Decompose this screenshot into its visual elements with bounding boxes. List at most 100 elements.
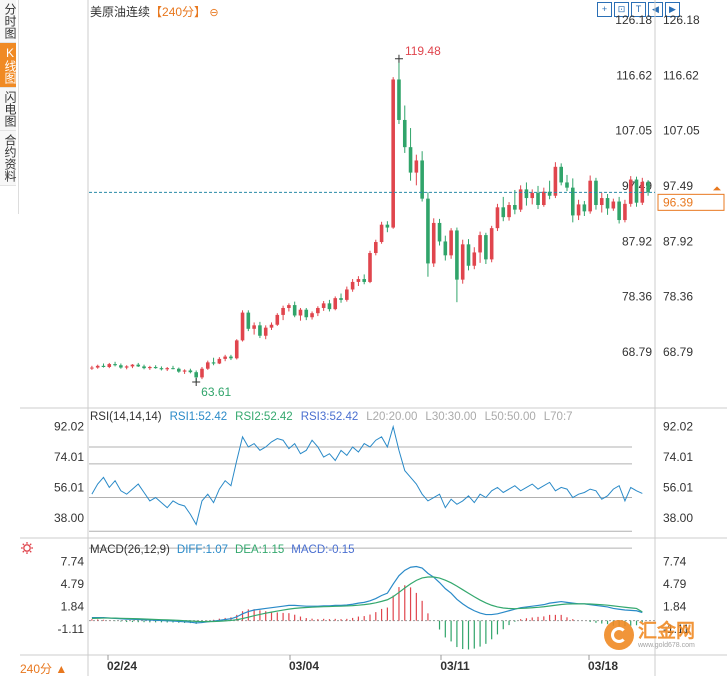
candle-body	[501, 207, 506, 218]
candle-body	[397, 79, 401, 120]
candle-body	[582, 204, 587, 212]
rsi-header-text: RSI2:52.42	[235, 411, 293, 423]
candle-body	[570, 187, 575, 216]
zoom-in-icon[interactable]: +	[597, 2, 612, 17]
candle-body	[229, 356, 233, 359]
candle-body	[292, 305, 297, 316]
rsi-tick-left: 56.01	[54, 480, 84, 494]
tab-contract-info[interactable]: 合约资料	[0, 131, 17, 186]
candle-body	[211, 362, 216, 364]
candle-body	[327, 303, 332, 310]
candle-body	[507, 205, 511, 218]
macd-tick-right: 4.79	[663, 577, 687, 591]
tab-time-sharing[interactable]: 分时图	[0, 0, 17, 43]
candle-body	[217, 358, 222, 364]
price-tick-right: 116.62	[663, 68, 699, 82]
candle-body	[426, 198, 430, 264]
macd-tick-left: 1.84	[61, 600, 85, 614]
text-icon[interactable]: T	[631, 2, 646, 17]
macd-tick-left: 7.74	[61, 555, 85, 569]
rsi-line	[91, 424, 643, 526]
x-axis-label: 03/18	[588, 659, 618, 673]
candle-body	[177, 368, 181, 372]
logo-brand: 汇金网	[638, 620, 696, 642]
candle-body	[640, 181, 645, 203]
candle-body	[269, 324, 274, 328]
candle-body	[275, 314, 280, 325]
candle-body	[148, 366, 152, 369]
candle-body	[484, 235, 488, 260]
candle-body	[107, 364, 112, 367]
logo-site: www.gold678.com	[638, 641, 695, 649]
instrument-name: 美原油连续	[90, 5, 151, 19]
candle-body	[333, 298, 338, 310]
candle-body	[431, 222, 436, 264]
price-tick-left: 116.62	[616, 68, 652, 82]
candle-body	[373, 242, 378, 254]
candle-body	[142, 366, 146, 369]
min-marker-icon	[192, 377, 201, 386]
candle-body	[565, 182, 569, 188]
x-axis-label: 03/11	[440, 659, 470, 673]
chart-title: 美原油连续【240分】 ⊖	[90, 3, 219, 20]
max-marker-icon	[394, 54, 403, 63]
rsi-tick-left: 38.00	[54, 511, 84, 525]
candle-body	[165, 368, 170, 370]
settings-icon-tooth	[29, 550, 32, 553]
price-arrow-icon	[713, 186, 721, 191]
price-tick-left: 78.36	[622, 290, 652, 304]
candle-body	[182, 370, 187, 372]
macd-header-text: DIFF:1.07	[177, 544, 228, 556]
macd-tick-right: -1.11	[663, 622, 690, 636]
settings-icon-ring	[23, 544, 31, 552]
candle-body	[542, 191, 546, 206]
candle-body	[402, 119, 407, 148]
logo-icon	[604, 620, 634, 650]
price-tick-right: 68.79	[663, 345, 693, 359]
fit-icon[interactable]: ⊡	[614, 2, 629, 17]
candle-body	[362, 279, 367, 282]
price-tick-right: 78.36	[663, 290, 693, 304]
rsi-tick-right: 38.00	[663, 511, 693, 525]
refresh-icon[interactable]: ⊖	[209, 7, 219, 19]
candle-body	[252, 325, 256, 329]
macd-header-text: DEA:1.15	[235, 544, 284, 556]
candle-body	[379, 224, 384, 243]
rsi-header-text: RSI1:52.42	[170, 411, 228, 423]
candle-body	[153, 366, 158, 369]
period-select[interactable]: 240分 ▲	[20, 662, 68, 676]
candle-body	[437, 222, 442, 242]
candle-body	[594, 180, 598, 206]
candle-body	[495, 207, 500, 229]
rsi-header-text: L70:7	[544, 411, 573, 423]
macd-dea-line	[91, 576, 643, 623]
candle-body	[258, 325, 262, 336]
candle-body	[298, 309, 303, 316]
candle-body	[234, 340, 239, 359]
price-tick-right: 126.18	[663, 13, 700, 27]
candle-body	[617, 201, 621, 221]
candle-body	[420, 160, 424, 199]
candle-body	[518, 189, 523, 210]
tab-flash[interactable]: 闪电图	[0, 88, 17, 131]
candle-body	[223, 356, 227, 359]
candle-body	[188, 370, 193, 373]
candle-body	[200, 368, 204, 378]
candle-body	[136, 364, 141, 367]
candle-body	[443, 241, 448, 256]
candle-body	[611, 201, 616, 209]
candle-body	[628, 179, 633, 204]
candle-body	[287, 305, 291, 308]
rsi-header-text: L50:50.00	[485, 411, 536, 423]
macd-header-text: MACD(26,12,9)	[90, 544, 170, 556]
x-axis-label: 02/24	[107, 659, 137, 673]
macd-tick-left: 4.79	[61, 577, 85, 591]
candle-body	[449, 230, 453, 256]
candle-body	[263, 327, 268, 336]
candle-body	[391, 79, 395, 228]
tab-kline[interactable]: K线图	[0, 43, 17, 88]
candle-body	[599, 198, 604, 206]
scroll-right-icon[interactable]: ▶	[665, 2, 680, 17]
candle-body	[90, 367, 94, 369]
